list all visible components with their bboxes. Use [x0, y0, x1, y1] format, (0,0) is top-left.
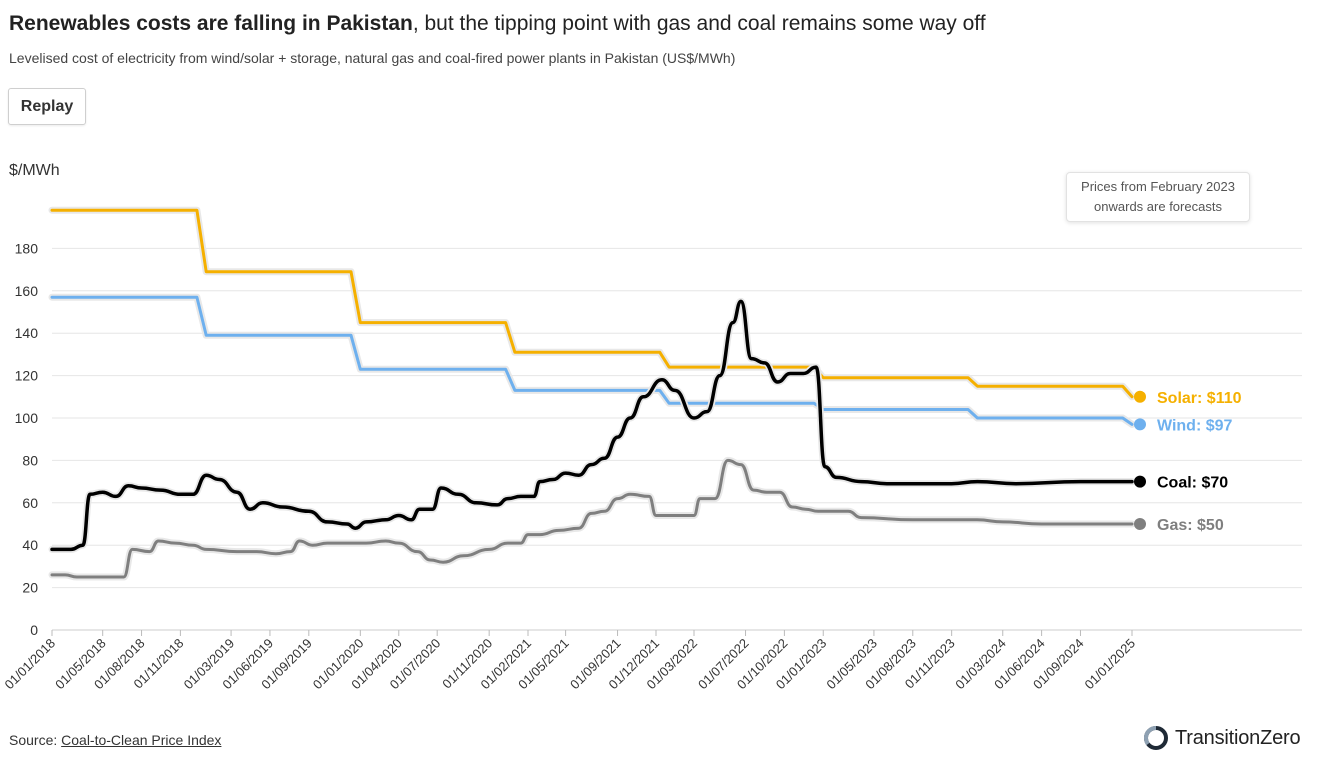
brand-logo: TransitionZero — [1143, 725, 1301, 751]
y-tick-label: 160 — [15, 283, 39, 299]
solar-series-line — [50, 208, 1134, 399]
chart-title: Renewables costs are falling in Pakistan… — [9, 12, 986, 36]
x-tick-label: 01/01/2018 — [1, 636, 58, 693]
brand-name: TransitionZero — [1175, 726, 1301, 749]
y-tick-label: 180 — [15, 240, 39, 256]
y-tick-label: 80 — [22, 452, 38, 468]
source-note: Source: Coal-to-Clean Price Index — [9, 732, 221, 748]
x-tick-label: 01/01/2025 — [1081, 636, 1138, 693]
wind-line-halo — [48, 293, 1136, 428]
wind-end-label: Wind: $97 — [1157, 417, 1233, 434]
transitionzero-logo-icon — [1144, 726, 1168, 750]
y-tick-label: 20 — [22, 580, 38, 596]
source-link[interactable]: Coal-to-Clean Price Index — [61, 732, 222, 748]
title-rest: , but the tipping point with gas and coa… — [412, 12, 986, 35]
wind-series-line — [50, 295, 1134, 426]
replay-button[interactable]: Replay — [8, 88, 86, 125]
solar-end-dot — [1134, 390, 1146, 403]
coal-series-line — [50, 299, 1134, 552]
wind-end-dot — [1134, 418, 1146, 431]
y-tick-label: 40 — [22, 537, 38, 553]
y-tick-label: 120 — [15, 368, 39, 384]
coal-end-label: Coal: $70 — [1157, 475, 1228, 492]
source-prefix: Source: — [9, 732, 62, 748]
y-tick-label: 100 — [15, 410, 39, 426]
y-axis-unit-label: $/MWh — [9, 162, 60, 179]
solar-line-halo — [48, 206, 1136, 401]
coal-end-dot — [1134, 475, 1146, 488]
chart-subtitle: Levelised cost of electricity from wind/… — [9, 50, 736, 66]
y-tick-label: 140 — [15, 325, 39, 341]
y-tick-label: 60 — [22, 495, 38, 511]
solar-end-label: Solar: $110 — [1157, 390, 1242, 407]
gas-end-dot — [1134, 518, 1146, 530]
gas-end-label: Gas: $50 — [1157, 517, 1224, 534]
y-tick-label: 0 — [30, 622, 38, 638]
title-bold: Renewables costs are falling in Pakistan — [9, 12, 413, 35]
gas-series-line — [50, 458, 1134, 579]
forecast-annotation: Prices from February 2023 onwards are fo… — [1066, 172, 1250, 222]
